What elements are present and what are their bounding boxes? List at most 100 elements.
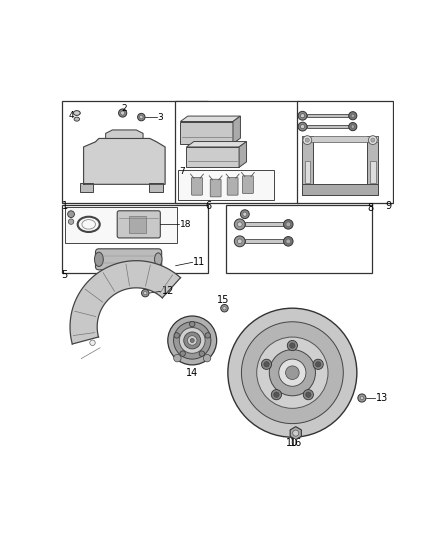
Circle shape: [234, 236, 245, 247]
Bar: [307, 114, 351, 117]
Circle shape: [286, 222, 291, 227]
Text: 9: 9: [386, 201, 392, 211]
Circle shape: [298, 122, 307, 131]
Circle shape: [68, 219, 74, 224]
Circle shape: [257, 337, 328, 408]
Circle shape: [88, 317, 93, 322]
Circle shape: [306, 392, 311, 398]
Circle shape: [237, 239, 242, 244]
Circle shape: [184, 332, 201, 349]
Circle shape: [234, 219, 245, 230]
Text: 7: 7: [179, 167, 185, 176]
FancyBboxPatch shape: [243, 176, 253, 193]
Circle shape: [140, 115, 143, 119]
Bar: [80, 183, 93, 192]
Polygon shape: [84, 139, 165, 184]
FancyBboxPatch shape: [117, 211, 160, 238]
Bar: [130, 216, 146, 232]
Polygon shape: [290, 427, 301, 440]
Bar: [370, 160, 375, 183]
Circle shape: [283, 220, 293, 229]
Circle shape: [360, 397, 364, 400]
Circle shape: [119, 109, 127, 117]
Polygon shape: [70, 261, 180, 344]
Circle shape: [174, 333, 180, 338]
Circle shape: [315, 361, 321, 367]
Circle shape: [160, 286, 166, 292]
Circle shape: [286, 366, 299, 379]
Circle shape: [286, 239, 291, 244]
Bar: [61, 101, 208, 203]
Circle shape: [138, 114, 145, 121]
Circle shape: [351, 125, 354, 128]
Bar: [367, 136, 378, 195]
Circle shape: [300, 114, 304, 118]
Circle shape: [115, 281, 121, 287]
Circle shape: [279, 359, 306, 386]
Ellipse shape: [74, 117, 80, 121]
Circle shape: [168, 316, 217, 365]
Circle shape: [144, 292, 147, 295]
Circle shape: [243, 212, 247, 216]
Polygon shape: [187, 142, 247, 147]
Polygon shape: [180, 116, 240, 122]
FancyBboxPatch shape: [210, 179, 221, 197]
Circle shape: [349, 111, 357, 120]
Text: 1: 1: [61, 201, 67, 211]
Circle shape: [221, 304, 228, 312]
Circle shape: [371, 138, 375, 142]
Bar: [307, 125, 351, 128]
Text: 6: 6: [206, 201, 212, 211]
Circle shape: [153, 184, 159, 191]
Ellipse shape: [130, 156, 143, 172]
Text: 3: 3: [158, 112, 163, 122]
Bar: [175, 101, 299, 203]
Text: 12: 12: [162, 286, 174, 296]
Circle shape: [90, 340, 95, 345]
Polygon shape: [233, 116, 240, 143]
Bar: [178, 169, 274, 199]
Circle shape: [179, 328, 205, 353]
Text: 5: 5: [61, 270, 68, 280]
Polygon shape: [239, 142, 247, 167]
Circle shape: [290, 343, 295, 348]
Circle shape: [223, 306, 226, 310]
Circle shape: [138, 278, 144, 284]
Circle shape: [274, 392, 279, 398]
Circle shape: [351, 114, 354, 117]
FancyBboxPatch shape: [191, 177, 202, 195]
Polygon shape: [187, 147, 239, 167]
Ellipse shape: [95, 252, 103, 266]
Circle shape: [358, 394, 366, 402]
Ellipse shape: [125, 150, 147, 179]
Circle shape: [141, 289, 149, 297]
Bar: [65, 207, 177, 243]
Circle shape: [271, 390, 282, 400]
Circle shape: [264, 361, 269, 367]
Circle shape: [368, 136, 377, 144]
Circle shape: [293, 430, 299, 436]
Circle shape: [305, 138, 309, 142]
Text: 18: 18: [180, 220, 191, 229]
Circle shape: [303, 390, 314, 400]
Circle shape: [180, 351, 185, 357]
Ellipse shape: [155, 253, 162, 266]
Bar: [149, 183, 162, 192]
Circle shape: [97, 295, 102, 301]
FancyBboxPatch shape: [95, 249, 162, 270]
Circle shape: [67, 211, 74, 217]
Circle shape: [173, 354, 181, 362]
Text: 14: 14: [186, 368, 198, 378]
Circle shape: [240, 210, 249, 219]
Text: 11: 11: [193, 257, 205, 268]
Circle shape: [228, 308, 357, 437]
Text: 2: 2: [121, 104, 127, 113]
Polygon shape: [106, 130, 143, 139]
Bar: [245, 222, 284, 226]
Circle shape: [205, 333, 210, 338]
Circle shape: [287, 341, 297, 351]
Ellipse shape: [133, 160, 139, 168]
Text: 16: 16: [290, 438, 302, 448]
Text: 13: 13: [375, 393, 388, 403]
Text: 15: 15: [216, 295, 229, 305]
